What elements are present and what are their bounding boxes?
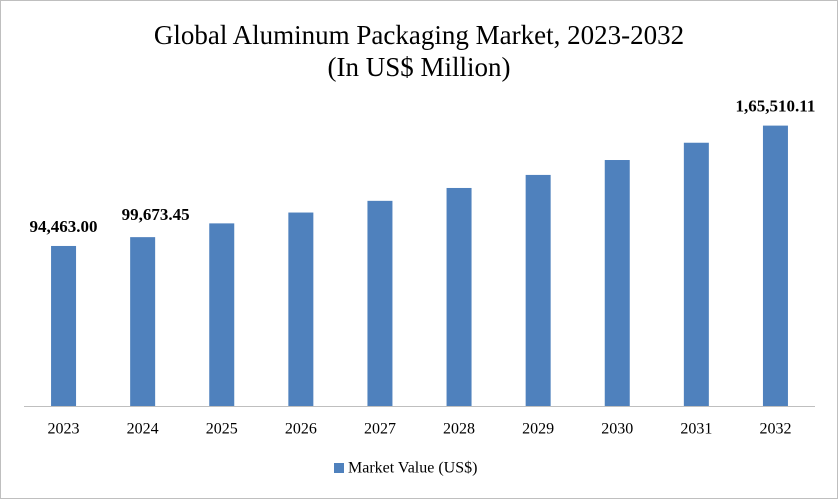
x-tick-label: 2029 [522, 421, 554, 438]
bar [762, 125, 788, 407]
bar [446, 187, 472, 406]
bar [130, 237, 156, 406]
bar [288, 212, 314, 406]
bar [525, 174, 551, 406]
bar [51, 245, 77, 406]
legend-label: Market Value (US$) [348, 460, 477, 477]
x-tick-label: 2031 [680, 421, 712, 438]
legend-swatch [334, 463, 344, 473]
x-tick-label: 2032 [759, 421, 791, 438]
x-tick-label: 2025 [206, 421, 238, 438]
x-tick-label: 2024 [127, 421, 159, 438]
bar [683, 142, 709, 406]
x-tick-label: 2026 [285, 421, 317, 438]
bar [209, 223, 235, 406]
value-label: 99,673.45 [122, 205, 190, 224]
chart-title: Global Aluminum Packaging Market, 2023-2… [154, 20, 684, 50]
value-label: 1,65,510.11 [736, 97, 816, 116]
chart-subtitle: (In US$ Million) [327, 52, 510, 82]
x-tick-label: 2027 [364, 421, 396, 438]
bar [604, 160, 630, 406]
value-label: 94,463.00 [30, 217, 98, 236]
x-tick-label: 2030 [601, 421, 633, 438]
x-tick-label: 2023 [48, 421, 80, 438]
x-tick-label: 2028 [443, 421, 475, 438]
bar [367, 200, 393, 406]
